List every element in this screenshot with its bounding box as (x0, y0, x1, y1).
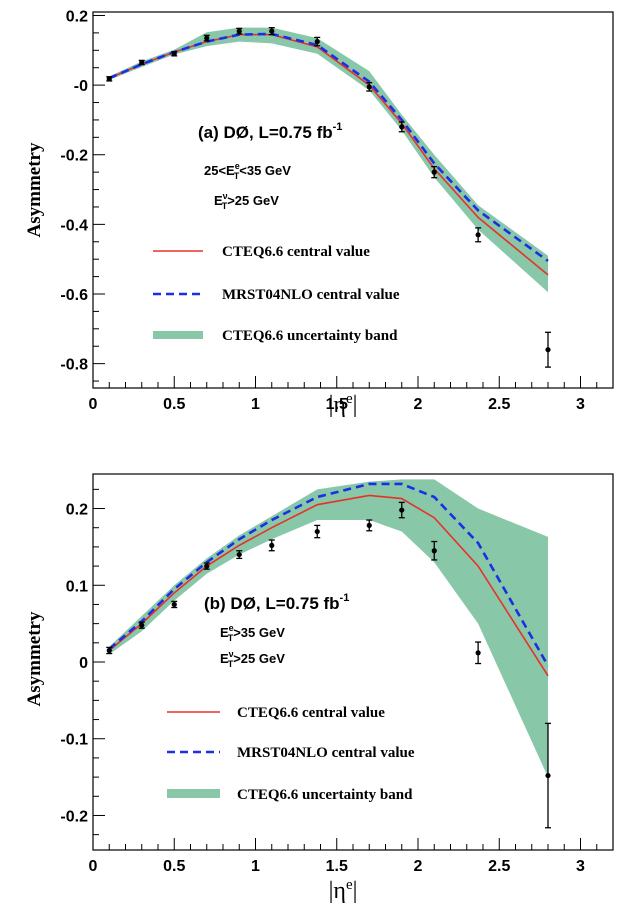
y-tick-label-pb: -0.1 (60, 732, 88, 749)
y-tick-label-pa: -0 (74, 78, 88, 95)
data-point-pa (106, 76, 112, 82)
legend-label-mrst-a: MRST04NLO central value (222, 287, 400, 303)
uncertainty-band-b (109, 479, 548, 778)
y-tick-label-pa: -0.4 (60, 217, 88, 234)
legend-label-band-b: CTEQ6.6 uncertainty band (237, 787, 413, 803)
data-point-pa (399, 124, 405, 130)
x-axis-label-a: |ηe| (329, 391, 358, 418)
data-point-pb (545, 772, 551, 779)
panel-a: 0 0.5 1 1.5 2 2.5 3 0.2 -0 -0.2 -0.4 -0.6 -0.8 Asymm… (24, 8, 614, 418)
legend-swatch-band-b (167, 789, 220, 798)
panel-b: 0 0.5 1 1.5 2 2.5 3 0.2 0.1 0 -0.1 -0.2 Asymmetry |… (24, 473, 614, 904)
data-point-pa (269, 28, 275, 34)
y-tick-label-pa: -0.8 (60, 357, 88, 374)
y-tick-label-pa: 0.2 (66, 8, 88, 25)
panel-title-b: (b) DØ, L=0.75 fb-1 (204, 592, 349, 613)
data-point-pa (431, 169, 437, 175)
data-point-pa (545, 347, 551, 353)
uncertainty-band-area-pb (109, 479, 548, 778)
series-lines-b (108, 482, 550, 677)
legend-swatch-band-a (153, 331, 203, 339)
x-axis-label-b: |ηe| (329, 877, 358, 904)
cteq-central-line-pb (108, 494, 549, 677)
cut-label-1-a: 25<Ee T<35 GeV (204, 161, 291, 181)
cut-label-1-b: Ee T>35 GeV (220, 623, 285, 643)
x-tick-label-pb: 1 (251, 858, 260, 875)
data-point-pb (314, 528, 320, 535)
data-point-pb (431, 548, 437, 554)
data-point-pb (139, 622, 145, 628)
panel-title-a: (a) DØ, L=0.75 fb-1 (198, 121, 342, 142)
mrst-central-line-pa (108, 32, 549, 262)
data-point-pb (269, 542, 275, 548)
x-tick-label-pb: 1.5 (326, 858, 348, 875)
x-tick-label-pb: 2.5 (488, 858, 510, 875)
legend-b: CTEQ6.6 central value MRST04NLO central … (167, 705, 415, 803)
x-tick-label-pb: 0 (89, 858, 98, 875)
x-tick-label-pb: 2 (414, 858, 423, 875)
data-point-pb (475, 650, 481, 656)
cut-label-2-b: Eν T>25 GeV (220, 649, 285, 669)
y-tick-label-pb: -0.2 (60, 808, 88, 825)
data-point-pa (204, 35, 210, 41)
axes-b: 0 0.5 1 1.5 2 2.5 3 0.2 0.1 0 -0.1 -0.2 (60, 473, 614, 875)
x-tick-label-pa: 2 (414, 396, 423, 413)
cteq-central-line-pa (108, 33, 549, 276)
y-axis-label-b: Asymmetry (24, 611, 45, 706)
y-tick-label-pb: 0.1 (66, 578, 88, 595)
x-tick-label-pa: 1 (251, 396, 260, 413)
data-point-pb (204, 563, 210, 569)
legend-label-band-a: CTEQ6.6 uncertainty band (222, 328, 398, 344)
axes-a: 0 0.5 1 1.5 2 2.5 3 0.2 -0 -0.2 -0.4 -0.6 -0.8 (60, 8, 614, 413)
data-point-pa (366, 84, 372, 90)
x-tick-label-pa: 0.5 (163, 396, 185, 413)
y-tick-label-pa: -0.6 (60, 287, 88, 304)
x-tick-label-pa: 0 (89, 396, 98, 413)
y-tick-label-pa: -0.2 (60, 148, 88, 165)
y-axis-label-a: Asymmetry (24, 142, 45, 237)
legend-label-cteq-a: CTEQ6.6 central value (222, 244, 370, 260)
x-tick-label-pa: 1.5 (326, 396, 348, 413)
x-tick-label-pa: 3 (576, 396, 585, 413)
data-points-a (106, 27, 551, 368)
data-points-b (106, 501, 551, 829)
x-tick-label-pb: 0.5 (163, 858, 185, 875)
data-point-pa (314, 38, 320, 45)
data-point-pb (171, 601, 177, 608)
data-point-pb (399, 507, 405, 513)
legend-a: CTEQ6.6 central value MRST04NLO central … (153, 244, 400, 344)
x-tick-label-pa: 2.5 (488, 396, 510, 413)
y-tick-label-pb: 0 (79, 655, 88, 672)
y-tick-label-pb: 0.2 (66, 502, 88, 519)
x-tick-label-pb: 3 (576, 858, 585, 875)
data-point-pa (171, 51, 177, 57)
cut-label-2-a: Eν T>25 GeV (214, 191, 279, 211)
legend-label-mrst-b: MRST04NLO central value (237, 745, 415, 761)
series-lines-a (108, 32, 549, 276)
data-point-pa (475, 232, 481, 238)
mrst-central-line-pb (108, 482, 550, 667)
data-point-pa (236, 28, 242, 34)
data-point-pb (366, 522, 372, 529)
data-point-pb (236, 551, 242, 558)
data-point-pa (139, 59, 145, 66)
legend-label-cteq-b: CTEQ6.6 central value (237, 705, 385, 721)
data-point-pb (106, 647, 112, 654)
